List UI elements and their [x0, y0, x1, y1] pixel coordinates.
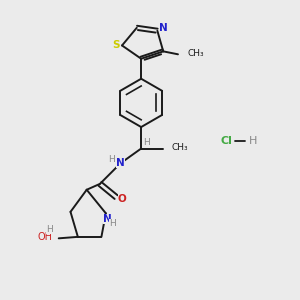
- Text: H: H: [249, 136, 257, 146]
- Text: N: N: [159, 23, 168, 33]
- Text: H: H: [109, 219, 116, 228]
- Text: O: O: [118, 194, 126, 204]
- Text: OH: OH: [38, 232, 53, 242]
- Text: N: N: [103, 214, 112, 224]
- Text: H: H: [108, 155, 115, 164]
- Text: CH₃: CH₃: [172, 143, 188, 152]
- Text: H: H: [143, 137, 150, 146]
- Text: N: N: [116, 158, 125, 168]
- Text: Cl: Cl: [220, 136, 232, 146]
- Text: S: S: [112, 40, 119, 50]
- Text: H: H: [46, 225, 53, 234]
- Text: CH₃: CH₃: [188, 49, 204, 58]
